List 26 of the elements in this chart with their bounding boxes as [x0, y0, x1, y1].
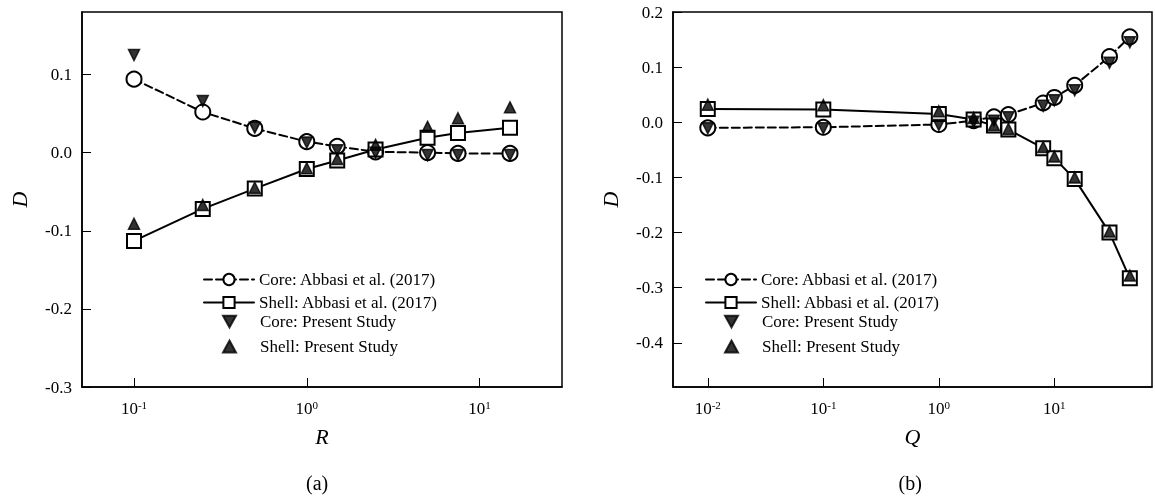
y-tick-label: -0.2: [45, 299, 72, 319]
legend-label: Shell: Present Study: [762, 337, 901, 356]
x-axis-title: Q: [904, 423, 921, 449]
y-tick-label: 0.1: [50, 65, 72, 84]
y-tick-label: -0.4: [636, 333, 664, 353]
legend-label: Core: Abbasi et al. (2017): [761, 270, 938, 289]
y-tick-label: -0.1: [636, 167, 663, 187]
y-tick-label: -0.2: [636, 223, 663, 243]
y-tick-label: -0.1: [45, 221, 72, 241]
text: (a): [306, 472, 329, 495]
y-tick-label: 0.1: [641, 57, 663, 77]
y-tick-label: -0.3: [45, 377, 72, 397]
text: (b): [898, 472, 922, 495]
legend-label: Core: Abbasi et al. (2017): [259, 270, 436, 289]
x-axis-title: R: [314, 423, 330, 449]
legend-label: Core: Present Study: [260, 312, 397, 331]
y-axis-title: D: [597, 191, 623, 209]
y-tick-label: 0.0: [50, 143, 72, 163]
legend-label: Shell: Present Study: [260, 337, 399, 356]
y-tick-label: 0.2: [641, 2, 663, 22]
legend-label: Shell: Abbasi et al. (2017): [259, 293, 438, 312]
y-tick-label: 0.0: [641, 112, 663, 132]
y-axis-title: D: [6, 191, 32, 209]
y-tick-label: -0.3: [636, 278, 663, 298]
legend-label: Core: Present Study: [762, 312, 899, 331]
legend-label: Shell: Abbasi et al. (2017): [761, 293, 940, 312]
